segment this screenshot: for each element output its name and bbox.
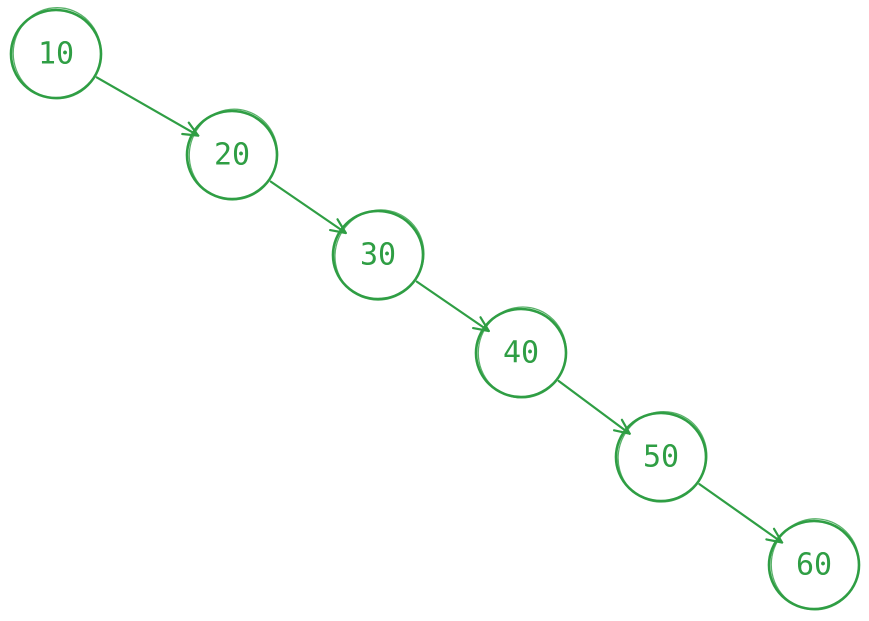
node-circle-sketch xyxy=(334,209,425,301)
edges-layer xyxy=(95,76,784,544)
node-label: 60 xyxy=(796,548,832,583)
node-label: 10 xyxy=(38,37,74,72)
node-circle-sketch xyxy=(477,306,568,399)
arrowhead xyxy=(472,316,490,333)
arrowhead xyxy=(329,218,347,235)
edge-n50-n60 xyxy=(698,483,784,544)
edge-n10-n20 xyxy=(95,76,200,137)
node-circle-sketch xyxy=(617,411,708,503)
node-circle-sketch xyxy=(188,108,279,201)
edge-line xyxy=(698,483,784,544)
node-30: 30 xyxy=(331,209,425,301)
edge-line xyxy=(269,180,347,235)
arrowhead xyxy=(765,527,784,544)
node-label: 30 xyxy=(360,238,396,273)
edge-n40-n50 xyxy=(557,379,631,435)
arrowhead xyxy=(181,121,200,137)
node-circle-sketch xyxy=(770,518,860,611)
node-label: 40 xyxy=(503,336,539,371)
node-circle-sketch xyxy=(12,7,102,100)
edge-line xyxy=(557,379,631,435)
node-50: 50 xyxy=(614,411,708,503)
node-60: 60 xyxy=(767,518,861,611)
node-20: 20 xyxy=(185,108,279,201)
node-10: 10 xyxy=(9,7,103,100)
edge-n30-n40 xyxy=(415,280,490,333)
node-40: 40 xyxy=(474,306,568,399)
node-label: 20 xyxy=(214,138,250,173)
node-circle xyxy=(331,209,425,301)
edge-n20-n30 xyxy=(269,180,347,235)
node-circle xyxy=(614,411,708,503)
edge-line xyxy=(415,280,490,333)
node-label: 50 xyxy=(643,440,679,475)
edge-line xyxy=(95,76,200,137)
arrowhead xyxy=(613,418,631,435)
nodes-layer: 10 20 30 40 50 60 xyxy=(9,7,861,611)
